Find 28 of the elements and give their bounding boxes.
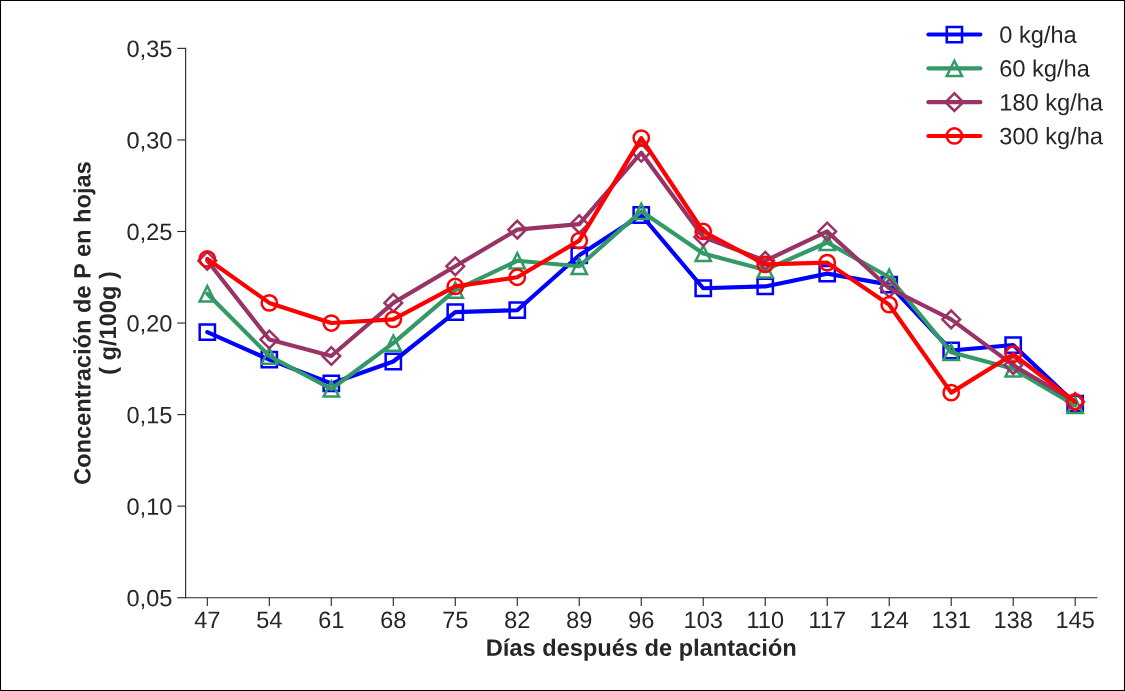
x-tick-label: 96 (629, 611, 654, 629)
x-tick-label: 54 (257, 611, 282, 629)
x-tick-label: 138 (995, 611, 1032, 629)
legend-label: 0 kg/ha (1000, 25, 1077, 48)
y-tick-label: 0,35 (127, 40, 172, 60)
x-tick-label: 124 (871, 611, 909, 629)
x-tick-label: 117 (810, 611, 845, 629)
x-tick-label: 61 (319, 611, 344, 629)
x-tick-label: 110 (748, 611, 784, 629)
y-tick-label: 0,25 (127, 223, 172, 244)
y-tick-label: 0,05 (127, 589, 172, 610)
x-tick-label: 145 (1057, 611, 1094, 629)
legend-label: 180 kg/ha (1001, 93, 1103, 116)
y-tick-label: 0,10 (127, 498, 172, 518)
x-axis-title: Días después de plantación (487, 638, 796, 661)
x-tick-label: 75 (443, 611, 468, 629)
x-tick-label: 82 (505, 611, 530, 629)
x-tick-label: 47 (194, 611, 220, 629)
y-axis-title: Concentración de P en hojas ( g/100g ) (73, 162, 121, 484)
legend-label: 60 kg/ha (1000, 59, 1090, 82)
legend-label: 300 kg/ha (1000, 127, 1103, 150)
x-tick-label: 131 (933, 611, 970, 629)
y-tick-label: 0,20 (127, 315, 172, 335)
x-tick-label: 103 (685, 611, 722, 629)
x-tick-label: 68 (381, 611, 406, 629)
y-tick-label: 0,15 (127, 406, 172, 427)
y-tick-label: 0,30 (127, 132, 172, 152)
x-tick-label: 89 (567, 611, 592, 629)
